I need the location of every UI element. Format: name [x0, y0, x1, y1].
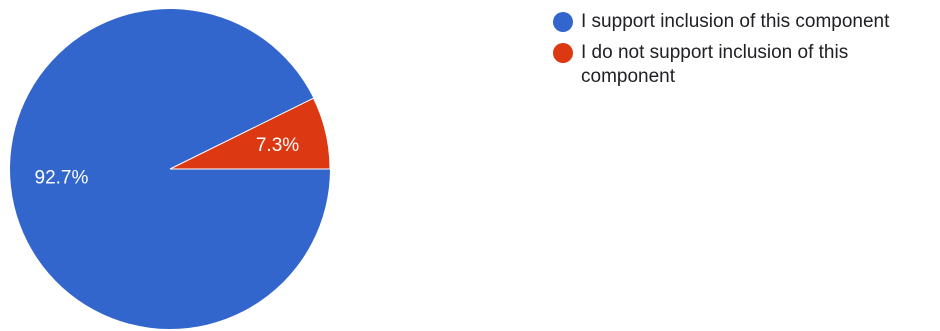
legend: I support inclusion of this component I … [553, 10, 938, 96]
legend-item-not-support[interactable]: I do not support inclusion of this compo… [553, 41, 938, 89]
slice-label-not-support: 7.3% [256, 135, 299, 156]
legend-item-support[interactable]: I support inclusion of this component [553, 10, 938, 34]
pie-slice-not-support[interactable] [169, 97, 331, 170]
slice-label-support: 92.7% [35, 168, 89, 189]
legend-swatch-not-support [553, 43, 573, 63]
pie-chart: 7.3% 92.7% [9, 9, 331, 330]
legend-label-support: I support inclusion of this component [581, 11, 890, 32]
legend-swatch-support [553, 12, 573, 32]
legend-label-not-support: I do not support inclusion of this compo… [581, 42, 849, 87]
